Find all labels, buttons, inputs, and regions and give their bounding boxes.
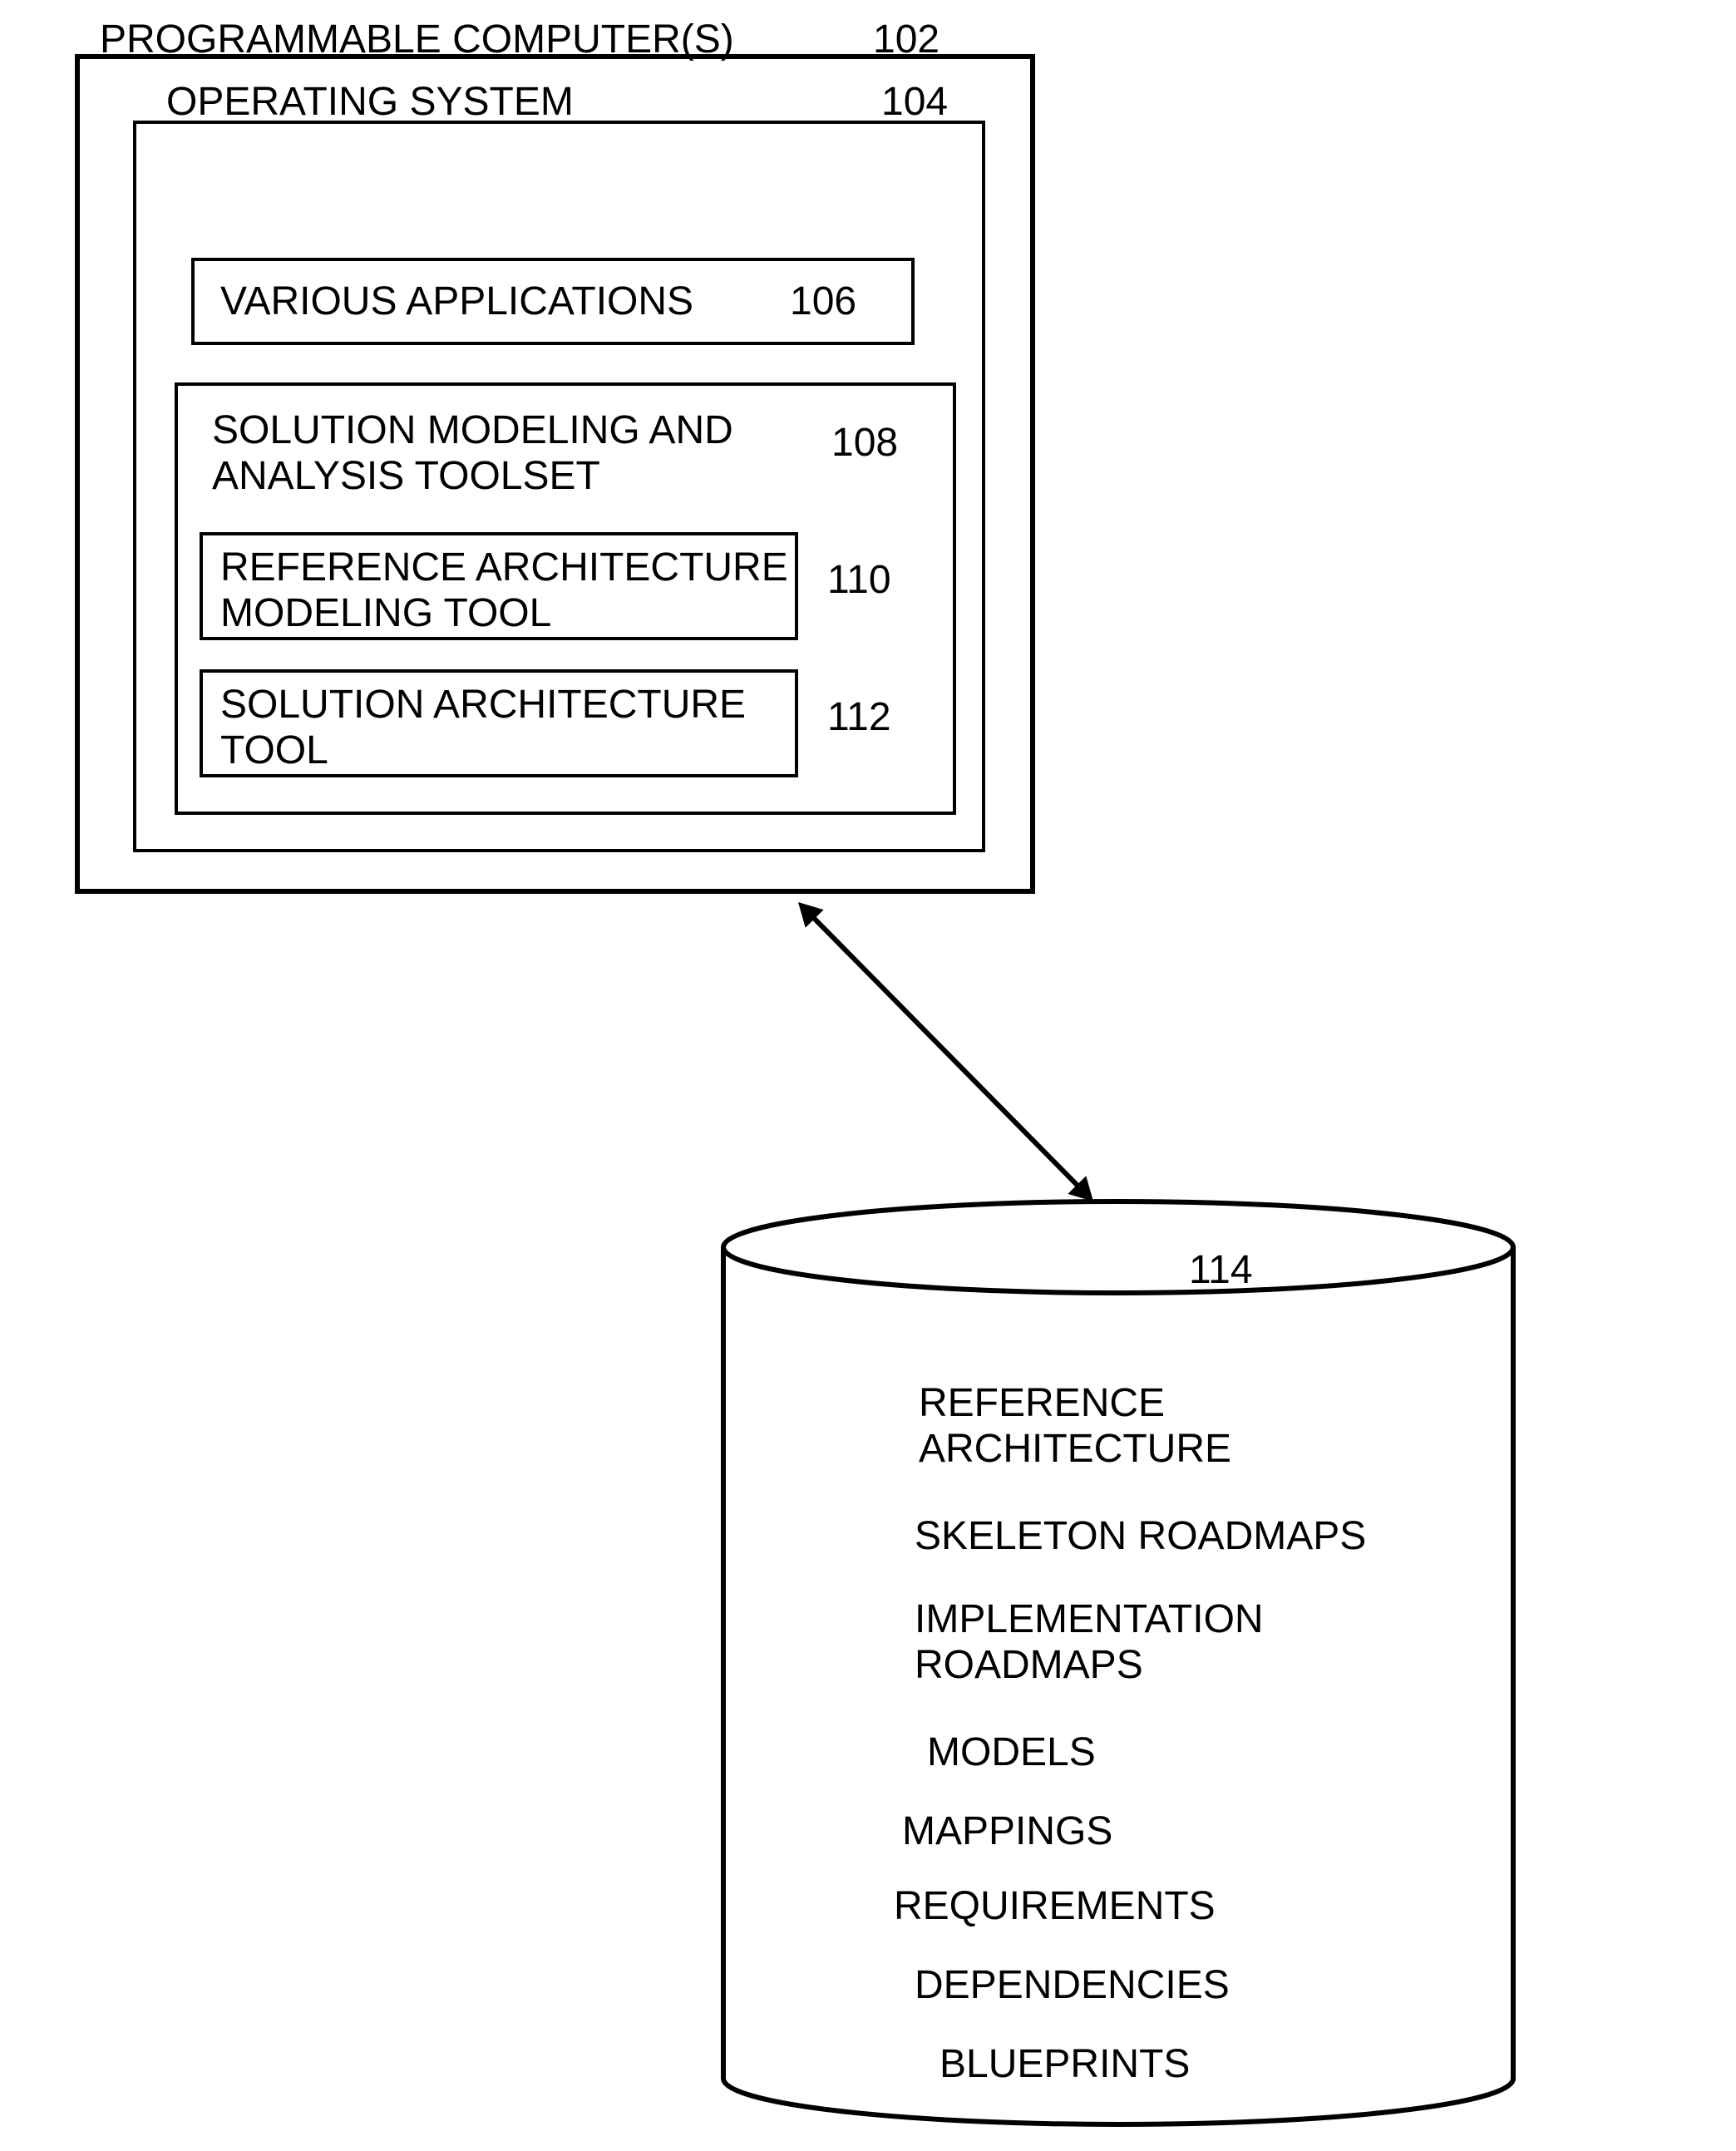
programmable-computers-ref: 102 <box>873 17 940 62</box>
operating-system-title: OPERATING SYSTEM <box>166 79 574 125</box>
data-store-item: SKELETON ROADMAPS <box>915 1513 1366 1559</box>
solution-architecture-tool-title: SOLUTION ARCHITECTURE TOOL <box>220 682 746 773</box>
data-store-item: REQUIREMENTS <box>894 1883 1216 1929</box>
diagram-canvas: PROGRAMMABLE COMPUTER(S) 102 OPERATING S… <box>0 0 1736 2151</box>
reference-architecture-modeling-tool-ref: 110 <box>827 557 891 603</box>
operating-system-ref: 104 <box>881 79 948 125</box>
solution-architecture-tool-ref: 112 <box>827 694 891 740</box>
data-store-item: MODELS <box>927 1729 1096 1775</box>
data-store-item: IMPLEMENTATION ROADMAPS <box>915 1596 1264 1688</box>
reference-architecture-modeling-tool-title: REFERENCE ARCHITECTURE MODELING TOOL <box>220 545 788 636</box>
data-store-ref: 114 <box>1189 1247 1253 1293</box>
solution-modeling-toolset-ref: 108 <box>831 420 898 466</box>
various-applications-ref: 106 <box>790 279 856 324</box>
data-store-item: MAPPINGS <box>902 1808 1112 1854</box>
data-store-item: REFERENCE ARCHITECTURE <box>919 1380 1231 1472</box>
data-store-item: DEPENDENCIES <box>915 1962 1230 2008</box>
solution-modeling-toolset-title: SOLUTION MODELING AND ANALYSIS TOOLSET <box>212 407 733 499</box>
data-store-item: BLUEPRINTS <box>940 2041 1190 2087</box>
programmable-computers-title: PROGRAMMABLE COMPUTER(S) <box>100 17 734 62</box>
various-applications-title: VARIOUS APPLICATIONS <box>220 279 693 324</box>
